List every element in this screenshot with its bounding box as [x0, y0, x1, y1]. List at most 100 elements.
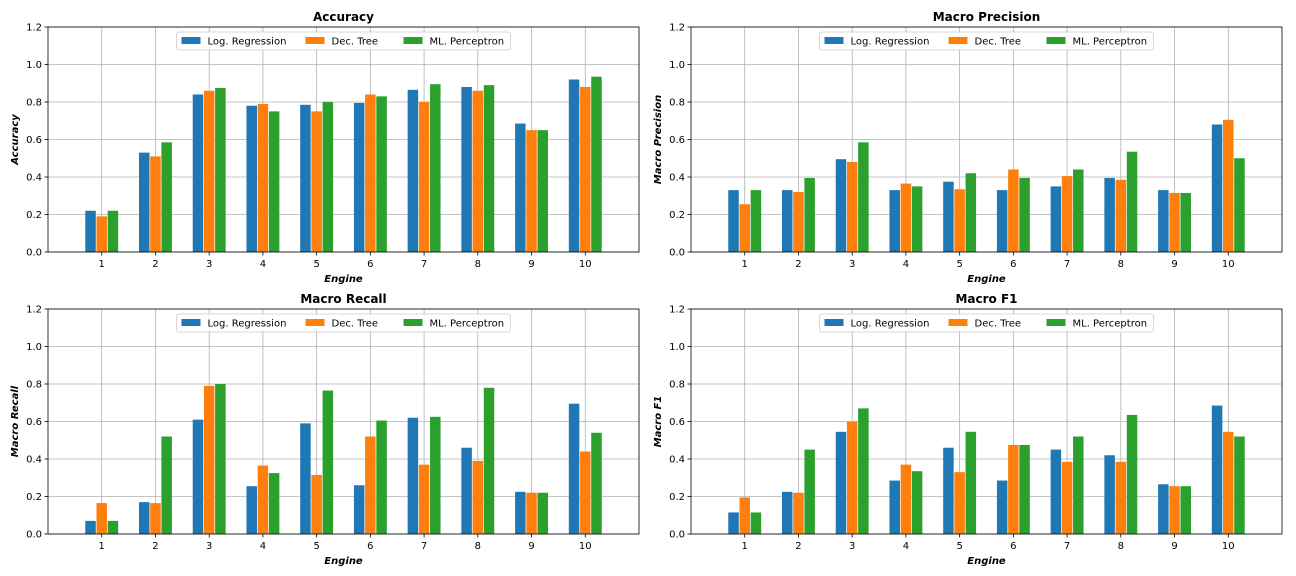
chart-macro-f1-legend-label-log-regression: Log. Regression [851, 319, 930, 330]
chart-macro-recall-title: Macro Recall [300, 292, 386, 306]
chart-accuracy-legend-box [176, 31, 511, 51]
chart-macro-precision-bar-dec-tree-4 [900, 183, 912, 252]
chart-macro-f1-bar-ml-perceptron-6 [1019, 444, 1030, 534]
chart-macro-precision-xtick-label: 7 [1064, 259, 1070, 270]
chart-macro-precision-bar-dec-tree-10 [1223, 119, 1234, 252]
chart-macro-precision-bar-ml-perceptron-3 [858, 142, 869, 252]
chart-macro-f1-bar-log-regression-2 [782, 491, 793, 534]
chart-accuracy-bar-dec-tree-8 [472, 90, 484, 252]
chart-macro-recall-bar-log-regression-6 [353, 485, 365, 534]
chart-accuracy-legend-label-ml-perceptron: ML. Perceptron [430, 37, 505, 48]
chart-accuracy-bar-dec-tree-3 [203, 90, 215, 252]
chart-accuracy-ytick-label: 0.2 [26, 210, 42, 221]
chart-macro-recall-bar-ml-perceptron-5 [322, 390, 334, 534]
chart-macro-precision-xtick-label: 2 [795, 259, 801, 270]
chart-macro-f1-bar-ml-perceptron-8 [1126, 414, 1138, 534]
chart-macro-recall-xtick-label: 8 [475, 541, 481, 552]
chart-accuracy-xtick-label: 10 [579, 259, 592, 270]
chart-macro-f1-bar-ml-perceptron-1 [750, 512, 762, 534]
chart-macro-f1-legend: Log. Regression Dec. Tree ML. Perceptron [819, 313, 1154, 333]
chart-macro-recall-ytick-label: 0.8 [26, 380, 42, 391]
chart-macro-f1-ytick-label: 0.8 [669, 380, 685, 391]
chart-accuracy-bar-log-regression-10 [568, 79, 580, 252]
chart-macro-f1-bar-log-regression-6 [996, 480, 1008, 534]
chart-macro-recall-legend-label-ml-perceptron: ML. Perceptron [430, 319, 505, 330]
chart-macro-recall-xlabel: Engine [324, 556, 363, 567]
chart-accuracy-bar-dec-tree-6 [365, 94, 376, 252]
chart-accuracy-legend-swatch-log-regression [181, 37, 201, 44]
chart-macro-precision-bar-ml-perceptron-1 [750, 190, 762, 252]
chart-macro-recall-bar-dec-tree-4 [257, 465, 269, 534]
chart-macro-precision-xtick-label: 10 [1222, 259, 1235, 270]
chart-accuracy-bar-dec-tree-2 [150, 156, 161, 252]
chart-accuracy-bar-dec-tree-10 [580, 87, 591, 252]
chart-macro-recall-ytick-label: 0.2 [26, 492, 42, 503]
chart-macro-precision-title: Macro Precision [933, 10, 1041, 24]
chart-macro-precision-bar-ml-perceptron-7 [1073, 169, 1084, 252]
chart-accuracy-ytick-label: 0.6 [26, 135, 42, 146]
chart-accuracy-bar-log-regression-2 [139, 152, 150, 252]
chart-macro-precision-bar-log-regression-2 [782, 190, 793, 252]
chart-macro-f1-ytick-label: 0.2 [669, 492, 685, 503]
chart-macro-f1-xtick-label: 1 [742, 541, 748, 552]
chart-macro-recall-bar-ml-perceptron-8 [483, 387, 495, 534]
chart-macro-f1-bar-dec-tree-3 [846, 421, 858, 534]
chart-macro-f1-bar-ml-perceptron-9 [1180, 486, 1191, 534]
chart-macro-recall-legend-swatch-dec-tree [305, 319, 325, 326]
chart-macro-precision-bar-ml-perceptron-2 [804, 177, 815, 252]
chart-macro-recall-bar-dec-tree-5 [311, 474, 322, 534]
chart-accuracy-legend-label-dec-tree: Dec. Tree [332, 37, 379, 48]
chart-macro-f1-bar-dec-tree-2 [793, 492, 804, 534]
chart-accuracy-bar-ml-perceptron-2 [161, 142, 172, 252]
chart-macro-f1-xtick-label: 2 [795, 541, 801, 552]
chart-macro-f1-bar-log-regression-7 [1050, 449, 1062, 534]
chart-macro-precision-xlabel: Engine [967, 274, 1006, 285]
chart-macro-precision-legend-label-dec-tree: Dec. Tree [975, 37, 1022, 48]
chart-accuracy-legend: Log. Regression Dec. Tree ML. Perceptron [176, 31, 511, 51]
chart-accuracy: 0.0 0.2 0.4 0.6 0.8 1.0 1.2 1 2 3 4 5 6 7 8 9 10 Accuracy… [10, 10, 640, 285]
chart-accuracy-bar-ml-perceptron-3 [215, 87, 226, 252]
chart-macro-precision-legend-swatch-ml-perceptron [1046, 37, 1066, 44]
chart-macro-f1-bar-log-regression-10 [1211, 405, 1223, 534]
chart-accuracy-xtick-label: 6 [367, 259, 373, 270]
chart-macro-precision-ytick-label: 1.0 [669, 60, 685, 71]
chart-macro-precision-xtick-label: 3 [849, 259, 855, 270]
chart-macro-f1-bar-dec-tree-10 [1223, 431, 1234, 534]
chart-macro-recall-ytick-label: 1.0 [26, 342, 42, 353]
chart-macro-recall-xtick-label: 7 [421, 541, 427, 552]
chart-macro-precision-legend-swatch-dec-tree [948, 37, 968, 44]
chart-macro-f1-legend-swatch-log-regression [824, 319, 844, 326]
chart-macro-f1-bar-ml-perceptron-2 [804, 449, 815, 534]
chart-accuracy-ytick-label: 0.4 [26, 173, 42, 184]
chart-macro-precision-xtick-label: 6 [1010, 259, 1016, 270]
chart-macro-f1-xtick-label: 10 [1222, 541, 1235, 552]
chart-macro-precision-bar-log-regression-5 [943, 181, 954, 252]
chart-accuracy-bar-dec-tree-1 [96, 216, 107, 252]
chart-macro-precision-bar-log-regression-10 [1211, 124, 1223, 252]
chart-accuracy-xtick-label: 2 [152, 259, 158, 270]
chart-macro-precision-bar-dec-tree-2 [793, 192, 804, 252]
chart-accuracy-bar-dec-tree-9 [526, 130, 537, 252]
chart-macro-precision-ytick-label: 0.2 [669, 210, 685, 221]
chart-macro-recall-bar-log-regression-5 [300, 423, 311, 534]
chart-macro-precision-legend: Log. Regression Dec. Tree ML. Perceptron [819, 31, 1154, 51]
chart-macro-recall-xtick-label: 2 [152, 541, 158, 552]
chart-macro-recall-xtick-label: 5 [313, 541, 319, 552]
chart-macro-recall-legend-label-dec-tree: Dec. Tree [332, 319, 379, 330]
chart-macro-recall-bar-log-regression-1 [85, 520, 96, 534]
chart-macro-f1-bar-log-regression-3 [835, 431, 847, 534]
chart-macro-f1-bar-log-regression-4 [889, 480, 900, 534]
chart-macro-f1-bar-ml-perceptron-3 [858, 408, 869, 534]
chart-macro-f1-bar-log-regression-1 [728, 512, 739, 534]
chart-macro-f1-xtick-label: 4 [903, 541, 909, 552]
chart-macro-precision-legend-swatch-log-regression [824, 37, 844, 44]
chart-macro-precision-bar-log-regression-7 [1050, 186, 1062, 252]
chart-macro-precision-xtick-label: 8 [1118, 259, 1124, 270]
chart-macro-f1-legend-swatch-ml-perceptron [1046, 319, 1066, 326]
chart-accuracy-ytick-label: 0.0 [26, 248, 42, 259]
chart-accuracy-bar-log-regression-1 [85, 210, 96, 252]
chart-macro-recall-ytick-label: 0.6 [26, 417, 42, 428]
chart-accuracy-bar-log-regression-3 [192, 94, 204, 252]
chart-macro-precision-ytick-label: 0.6 [669, 135, 685, 146]
